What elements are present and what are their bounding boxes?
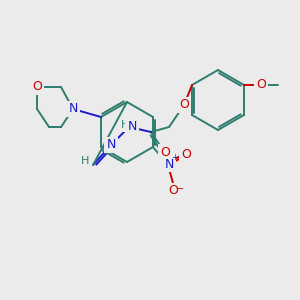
Text: N: N [127,121,137,134]
Text: O: O [179,98,189,112]
Text: O: O [256,79,266,92]
Text: N: N [68,103,78,116]
Text: H: H [81,156,89,166]
Text: O: O [160,146,170,158]
Text: N: N [164,158,174,170]
Text: O: O [168,184,178,197]
Text: H: H [121,120,129,130]
Text: N: N [106,139,116,152]
Text: +: + [172,154,178,163]
Text: −: − [176,184,184,194]
Text: O: O [32,80,42,94]
Text: O: O [181,148,191,161]
